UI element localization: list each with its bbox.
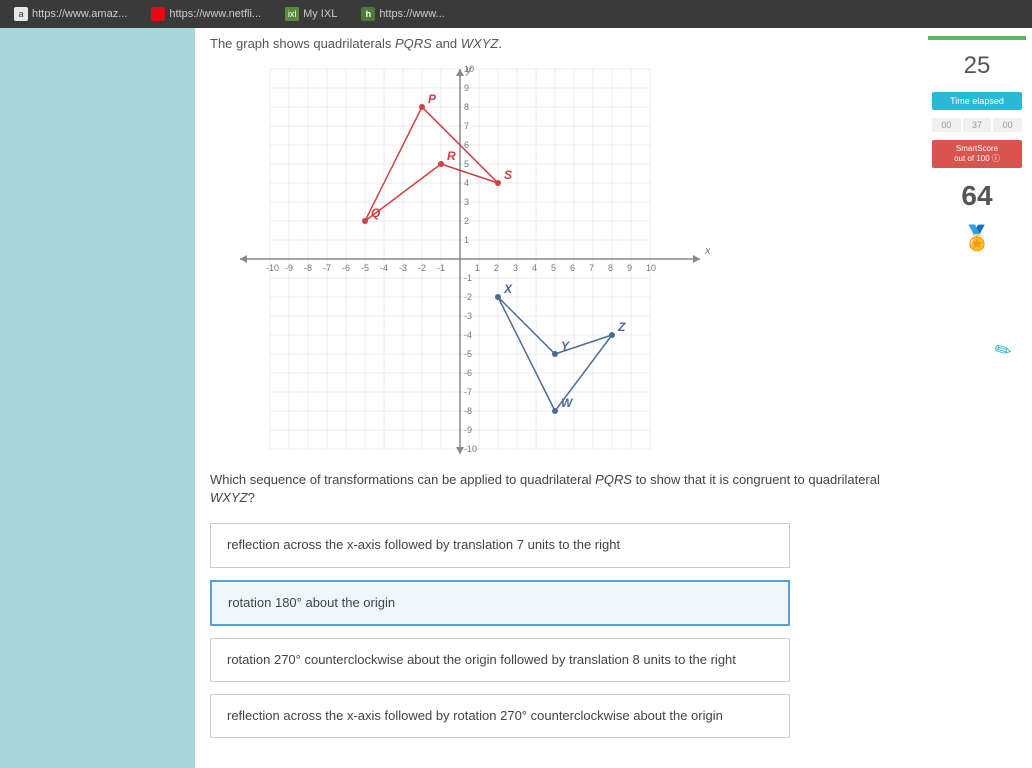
left-margin bbox=[0, 28, 195, 768]
coordinate-graph: x y -10-10-9-9-8-8-7-7-6-6-5-5-4-4-3-3-2… bbox=[210, 59, 710, 459]
ixl-icon: ixl bbox=[285, 7, 299, 21]
tab-netflix[interactable]: https://www.netfli... bbox=[145, 5, 267, 23]
svg-text:-2: -2 bbox=[464, 292, 472, 302]
svg-text:5: 5 bbox=[464, 159, 469, 169]
ribbon-icon: 🏅 bbox=[962, 224, 992, 253]
svg-text:6: 6 bbox=[464, 140, 469, 150]
svg-text:-10: -10 bbox=[464, 444, 477, 454]
svg-text:5: 5 bbox=[551, 263, 556, 273]
svg-text:6: 6 bbox=[570, 263, 575, 273]
time-minutes: 37 bbox=[963, 118, 992, 132]
svg-text:Z: Z bbox=[617, 320, 626, 334]
tab-label: My IXL bbox=[303, 8, 337, 20]
svg-text:-1: -1 bbox=[464, 273, 472, 283]
netflix-icon bbox=[151, 7, 165, 21]
svg-text:-4: -4 bbox=[464, 330, 472, 340]
answer-option-0[interactable]: reflection across the x-axis followed by… bbox=[210, 523, 790, 567]
tab-label: https://www... bbox=[379, 8, 444, 20]
answer-option-1[interactable]: rotation 180° about the origin bbox=[210, 580, 790, 626]
svg-text:-10: -10 bbox=[266, 263, 279, 273]
svg-text:8: 8 bbox=[464, 102, 469, 112]
svg-text:-8: -8 bbox=[304, 263, 312, 273]
time-label-box: Time elapsed bbox=[932, 92, 1022, 110]
svg-text:-9: -9 bbox=[285, 263, 293, 273]
score-value: 64 bbox=[961, 180, 992, 212]
tab-ixl[interactable]: ixl My IXL bbox=[279, 5, 343, 23]
svg-text:-5: -5 bbox=[361, 263, 369, 273]
svg-text:-4: -4 bbox=[380, 263, 388, 273]
time-seconds: 00 bbox=[993, 118, 1022, 132]
svg-text:3: 3 bbox=[464, 197, 469, 207]
svg-text:9: 9 bbox=[464, 83, 469, 93]
svg-text:x: x bbox=[704, 245, 710, 257]
answer-option-2[interactable]: rotation 270° counterclockwise about the… bbox=[210, 638, 790, 682]
tab-other[interactable]: h https://www... bbox=[355, 5, 450, 23]
tab-label: https://www.amaz... bbox=[32, 8, 127, 20]
time-values: 00 37 00 bbox=[932, 118, 1022, 132]
svg-text:3: 3 bbox=[513, 263, 518, 273]
svg-text:8: 8 bbox=[608, 263, 613, 273]
svg-text:Q: Q bbox=[371, 206, 381, 220]
intro-text: The graph shows quadrilaterals PQRS and … bbox=[210, 36, 892, 51]
svg-text:7: 7 bbox=[589, 263, 594, 273]
content-area: The graph shows quadrilaterals PQRS and … bbox=[0, 28, 1032, 768]
progress-bar bbox=[928, 36, 1026, 40]
svg-text:4: 4 bbox=[464, 178, 469, 188]
smartscore-label: SmartScore bbox=[936, 144, 1018, 153]
svg-text:1: 1 bbox=[475, 263, 480, 273]
browser-tab-bar: a https://www.amaz... https://www.netfli… bbox=[0, 0, 1032, 28]
svg-text:-3: -3 bbox=[464, 311, 472, 321]
svg-text:W: W bbox=[561, 396, 574, 410]
svg-text:-7: -7 bbox=[464, 387, 472, 397]
svg-text:2: 2 bbox=[494, 263, 499, 273]
graph-svg: x y -10-10-9-9-8-8-7-7-6-6-5-5-4-4-3-3-2… bbox=[210, 59, 710, 459]
svg-text:P: P bbox=[428, 92, 437, 106]
svg-text:-5: -5 bbox=[464, 349, 472, 359]
svg-text:-1: -1 bbox=[437, 263, 445, 273]
tab-amazon[interactable]: a https://www.amaz... bbox=[8, 5, 133, 23]
svg-text:S: S bbox=[504, 168, 512, 182]
svg-text:-6: -6 bbox=[342, 263, 350, 273]
question-text: Which sequence of transformations can be… bbox=[210, 471, 892, 507]
svg-text:1: 1 bbox=[464, 235, 469, 245]
svg-text:-8: -8 bbox=[464, 406, 472, 416]
amazon-icon: a bbox=[14, 7, 28, 21]
answer-option-3[interactable]: reflection across the x-axis followed by… bbox=[210, 694, 790, 738]
svg-text:-3: -3 bbox=[399, 263, 407, 273]
svg-text:-6: -6 bbox=[464, 368, 472, 378]
svg-text:X: X bbox=[503, 282, 513, 296]
svg-text:-2: -2 bbox=[418, 263, 426, 273]
svg-text:2: 2 bbox=[464, 216, 469, 226]
svg-text:9: 9 bbox=[627, 263, 632, 273]
svg-text:R: R bbox=[447, 149, 456, 163]
site-icon: h bbox=[361, 7, 375, 21]
svg-text:4: 4 bbox=[532, 263, 537, 273]
time-hours: 00 bbox=[932, 118, 961, 132]
main-content: The graph shows quadrilaterals PQRS and … bbox=[195, 28, 922, 768]
smartscore-box: SmartScore out of 100 ⓘ bbox=[932, 140, 1022, 168]
svg-text:-9: -9 bbox=[464, 425, 472, 435]
tab-label: https://www.netfli... bbox=[169, 8, 261, 20]
svg-text:10: 10 bbox=[464, 64, 474, 74]
sidebar: 25 Time elapsed 00 37 00 SmartScore out … bbox=[922, 28, 1032, 768]
svg-text:Y: Y bbox=[561, 339, 570, 353]
time-label: Time elapsed bbox=[936, 96, 1018, 106]
svg-text:7: 7 bbox=[464, 121, 469, 131]
svg-text:10: 10 bbox=[646, 263, 656, 273]
smartscore-sub: out of 100 ⓘ bbox=[936, 153, 1018, 164]
question-number: 25 bbox=[964, 52, 991, 80]
svg-text:-7: -7 bbox=[323, 263, 331, 273]
